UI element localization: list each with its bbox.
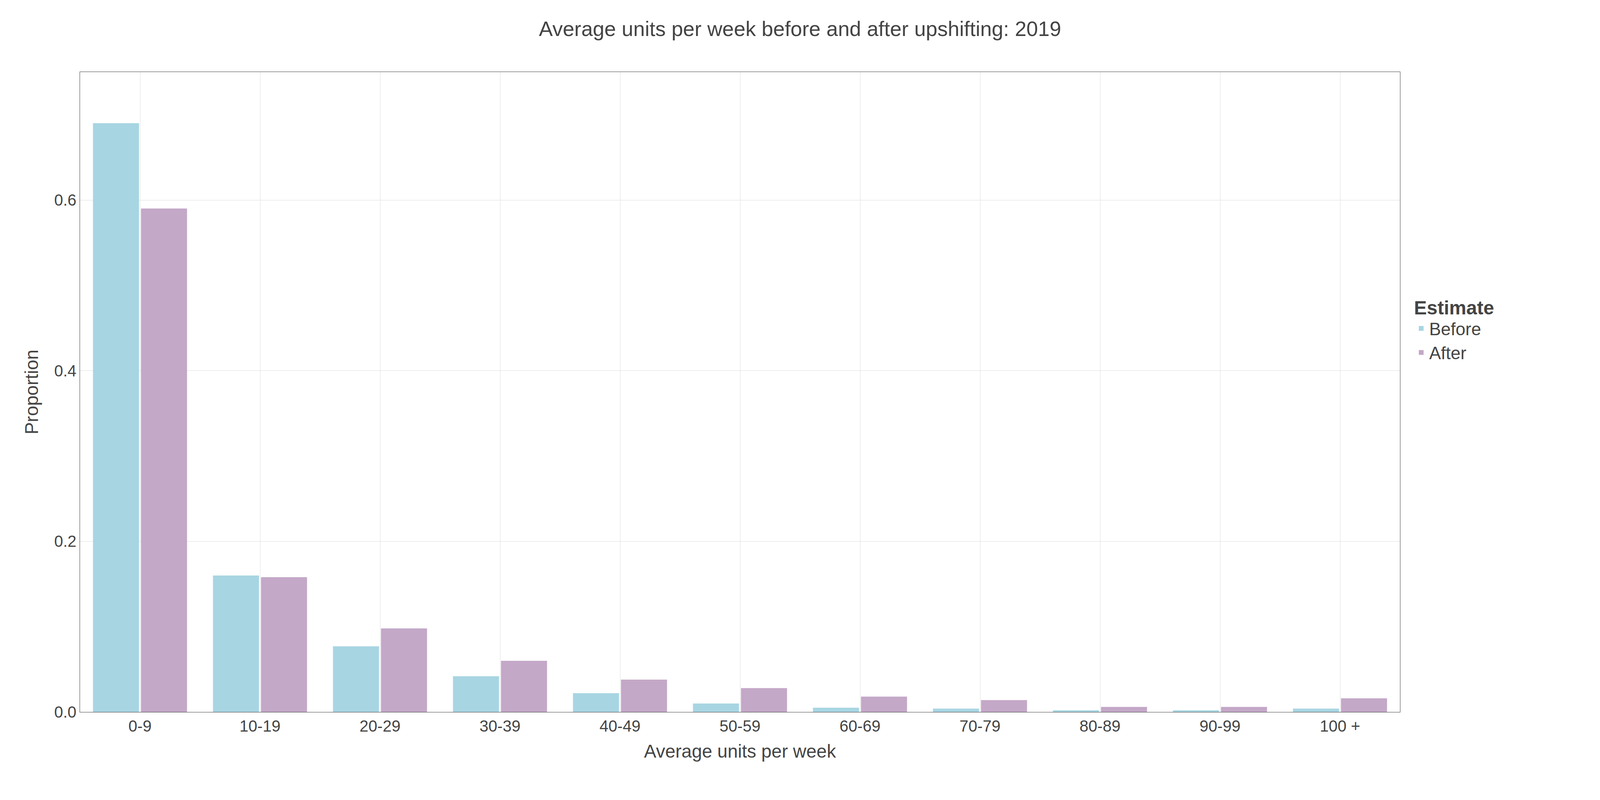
svg-text:0.2: 0.2 bbox=[54, 532, 77, 550]
svg-text:40-49: 40-49 bbox=[599, 717, 641, 735]
svg-text:After: After bbox=[1429, 343, 1467, 363]
svg-text:0.0: 0.0 bbox=[54, 703, 77, 721]
svg-text:Estimate: Estimate bbox=[1414, 297, 1494, 319]
svg-text:30-39: 30-39 bbox=[479, 717, 521, 735]
svg-text:Proportion: Proportion bbox=[21, 349, 42, 435]
svg-text:Average units per week before: Average units per week before and after … bbox=[538, 17, 1062, 41]
svg-text:10-19: 10-19 bbox=[239, 717, 281, 735]
svg-text:20-29: 20-29 bbox=[359, 717, 401, 735]
svg-text:50-59: 50-59 bbox=[719, 717, 761, 735]
svg-text:80-89: 80-89 bbox=[1079, 717, 1121, 735]
svg-text:60-69: 60-69 bbox=[839, 717, 881, 735]
svg-text:Average units per week: Average units per week bbox=[644, 740, 837, 762]
svg-text:0.6: 0.6 bbox=[54, 191, 77, 209]
svg-text:70-79: 70-79 bbox=[959, 717, 1001, 735]
svg-text:0.4: 0.4 bbox=[54, 362, 77, 380]
svg-text:90-99: 90-99 bbox=[1199, 717, 1241, 735]
svg-text:100 +: 100 + bbox=[1319, 717, 1360, 735]
svg-text:Before: Before bbox=[1429, 319, 1482, 339]
svg-text:0-9: 0-9 bbox=[128, 717, 152, 735]
